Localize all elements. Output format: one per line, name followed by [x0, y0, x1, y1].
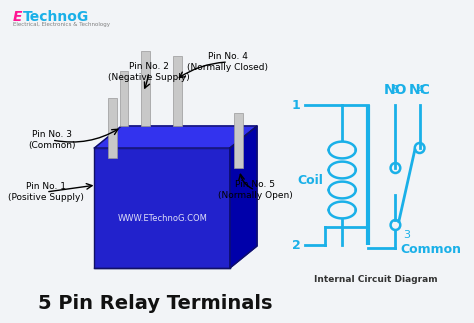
Bar — [234, 113, 243, 168]
Text: Pin No. 5
(Normally Open): Pin No. 5 (Normally Open) — [218, 180, 292, 200]
Text: 5: 5 — [392, 85, 399, 95]
Text: Pin No. 1
(Positive Supply): Pin No. 1 (Positive Supply) — [8, 182, 84, 202]
Polygon shape — [94, 126, 257, 148]
Text: Electrical, Electronics & Technology: Electrical, Electronics & Technology — [13, 22, 110, 27]
Bar — [94, 148, 230, 268]
Bar — [173, 56, 182, 126]
Text: WWW.ETechnoG.COM: WWW.ETechnoG.COM — [117, 214, 207, 223]
Text: Common: Common — [400, 243, 461, 256]
Text: 1: 1 — [292, 99, 301, 111]
Bar — [108, 98, 117, 158]
Text: E: E — [13, 10, 23, 24]
Text: 5 Pin Relay Terminals: 5 Pin Relay Terminals — [38, 294, 273, 313]
Text: 4: 4 — [416, 85, 423, 95]
Bar — [141, 51, 150, 126]
Text: Coil: Coil — [297, 173, 323, 186]
Text: TechnoG: TechnoG — [23, 10, 89, 24]
Polygon shape — [230, 126, 257, 268]
Text: 3: 3 — [403, 230, 410, 240]
Text: 2: 2 — [292, 238, 301, 252]
Text: Internal Circuit Diagram: Internal Circuit Diagram — [314, 275, 438, 284]
Text: Pin No. 2
(Negative Supply): Pin No. 2 (Negative Supply) — [108, 62, 190, 82]
Text: NC: NC — [409, 83, 430, 97]
Text: Pin No. 3
(Common): Pin No. 3 (Common) — [28, 130, 75, 150]
Text: NO: NO — [383, 83, 407, 97]
Text: Pin No. 4
(Normally Closed): Pin No. 4 (Normally Closed) — [188, 52, 268, 72]
Bar — [119, 71, 128, 126]
